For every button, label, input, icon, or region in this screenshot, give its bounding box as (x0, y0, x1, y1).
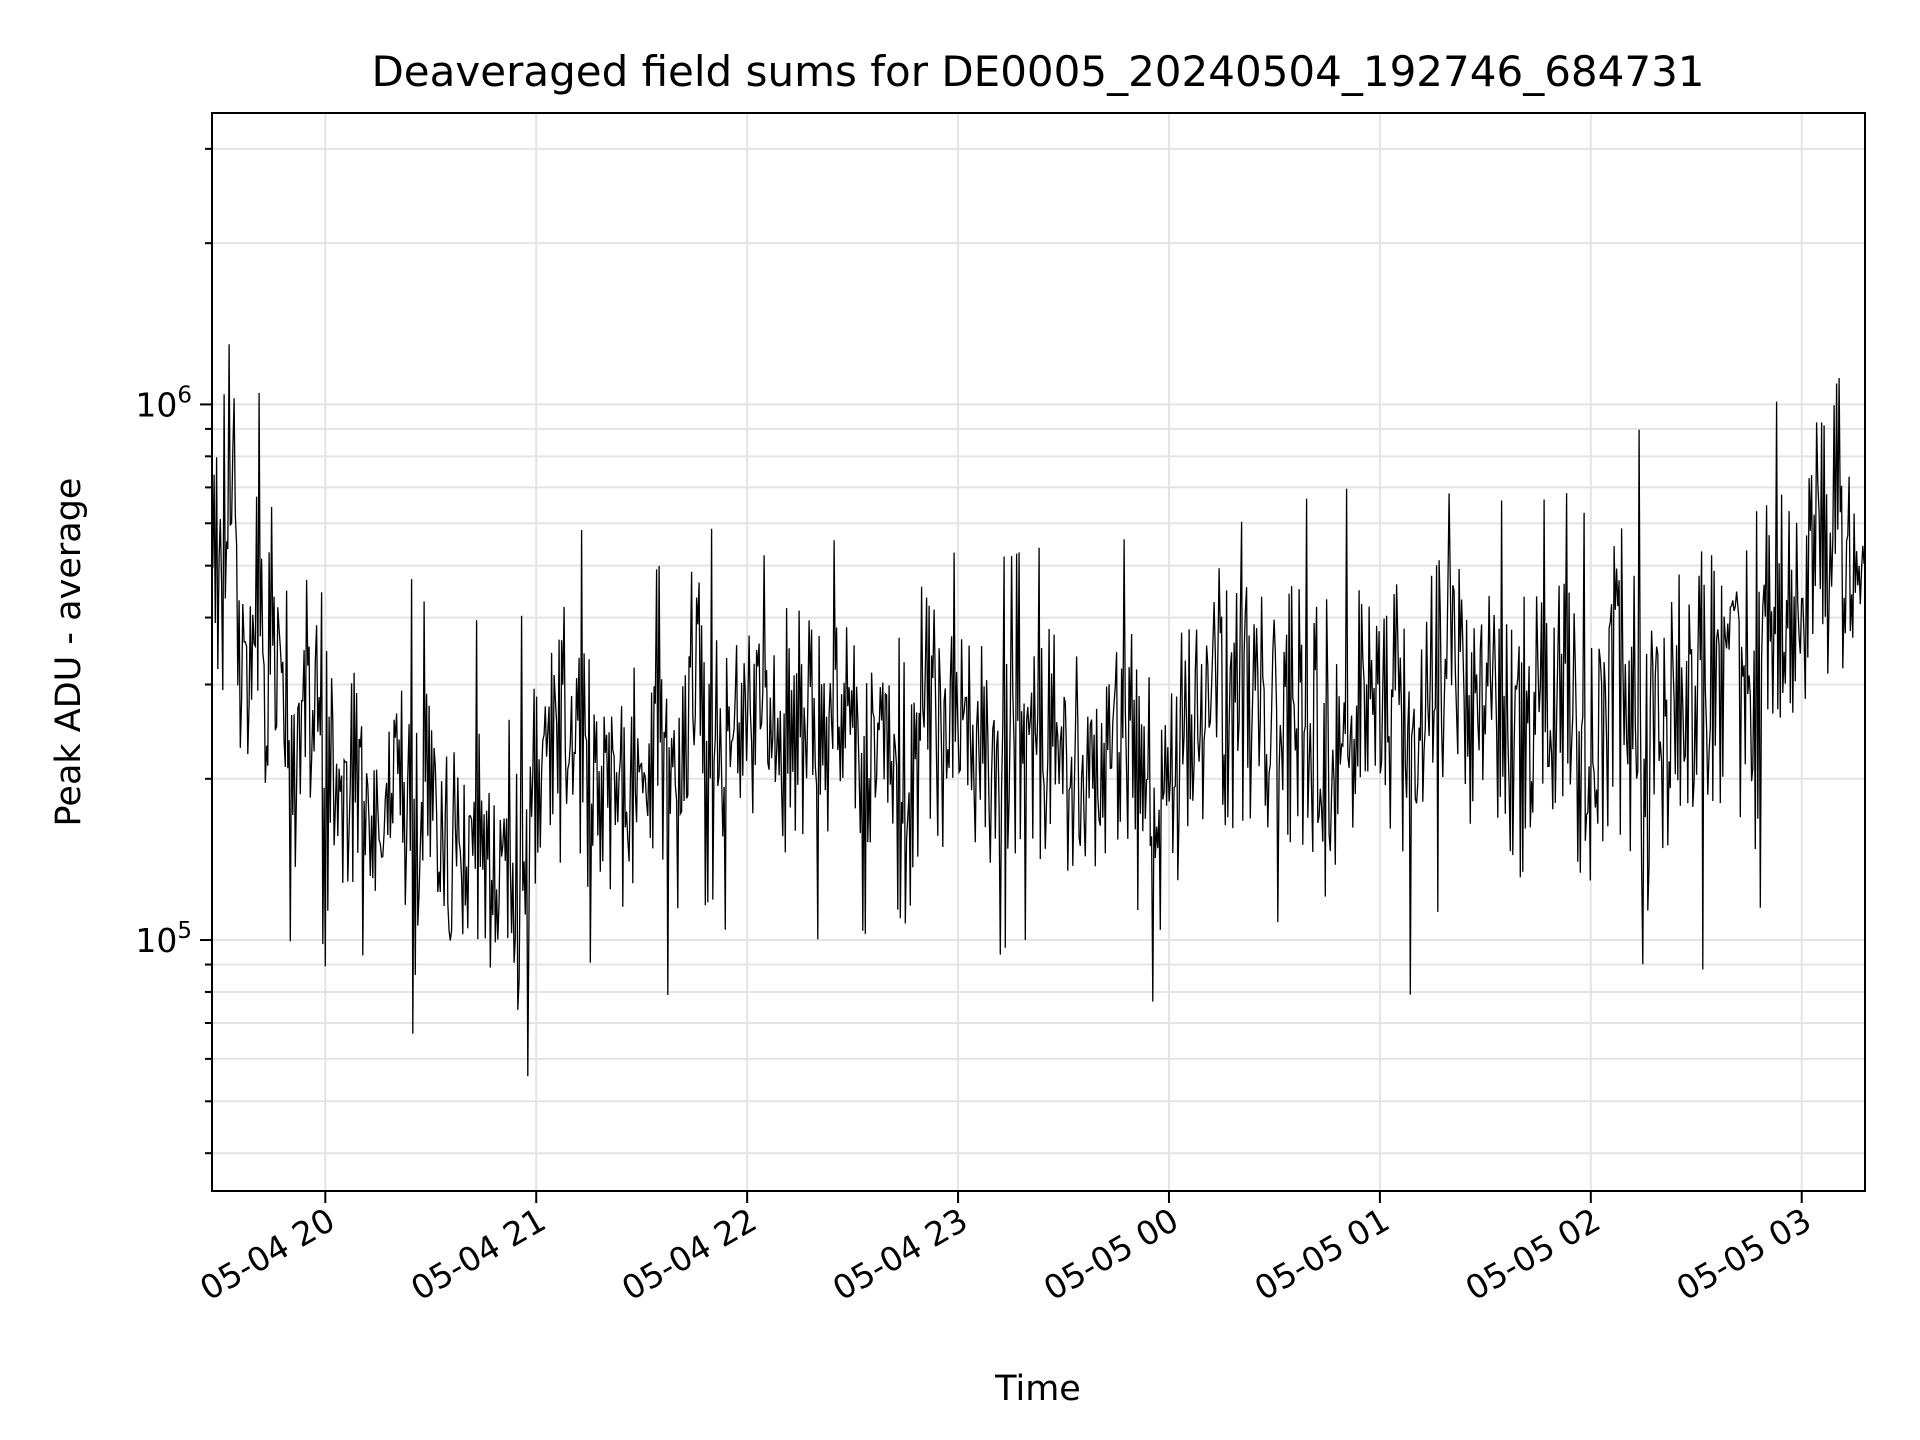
y-tick-label: 105 (135, 918, 192, 960)
chart-title: Deaveraged field sums for DE0005_2024050… (371, 47, 1704, 96)
y-axis-title: Peak ADU - average (49, 478, 89, 827)
plot-frame (211, 112, 1866, 1192)
series-line-0 (212, 344, 1865, 1077)
y-tick-label-base: 10 (135, 921, 177, 960)
series (212, 344, 1865, 1077)
y-tick-label: 106 (135, 382, 192, 424)
x-axis-title: Time (994, 1369, 1081, 1409)
y-tick-label-base: 10 (135, 385, 177, 424)
y-tick-label-exponent: 6 (177, 382, 192, 408)
y-tick-label-exponent: 5 (177, 918, 192, 944)
